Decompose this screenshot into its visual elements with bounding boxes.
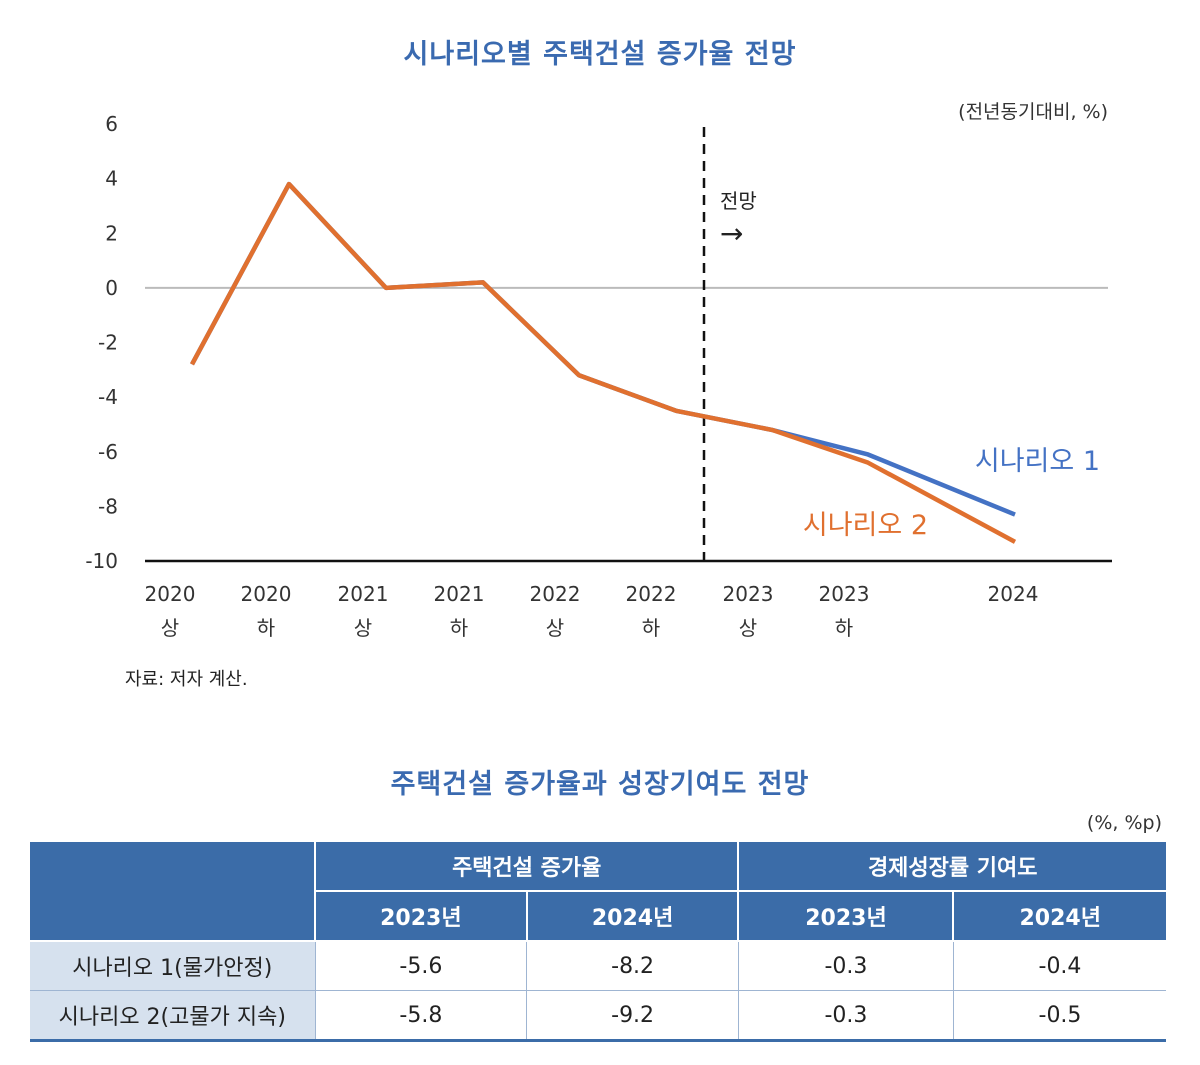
cell: -0.3 — [737, 990, 954, 1042]
cell: -9.2 — [526, 990, 739, 1042]
x-tick-label: 2022 — [530, 582, 581, 606]
x-tick-label: 하 — [257, 616, 275, 640]
header-year: 2024년 — [952, 891, 1166, 942]
x-tick-label: 2021 — [434, 582, 485, 606]
header-year: 2023년 — [737, 891, 955, 942]
x-tick-label: 2023 — [819, 582, 870, 606]
forecast-table: 주택건설 증가율 경제성장률 기여도 2023년 2024년 2023년 202… — [30, 842, 1166, 1042]
source-note: 자료: 저자 계산. — [125, 669, 248, 690]
x-tick-label: 2024 — [988, 582, 1039, 606]
cell: -8.2 — [526, 941, 739, 991]
header-group: 주택건설 증가율 — [313, 842, 740, 892]
header-year: 2023년 — [314, 891, 528, 942]
series-line-1 — [190, 181, 1016, 517]
chart-unit: (전년동기대비, %) — [958, 101, 1108, 123]
y-tick-label: 4 — [105, 167, 118, 191]
cell: -0.3 — [737, 941, 954, 991]
x-tick-label: 2020 — [145, 582, 196, 606]
x-tick-label: 하 — [450, 616, 468, 640]
y-tick-label: 2 — [105, 221, 118, 245]
chart-title: 시나리오별 주택건설 증가율 전망 — [403, 39, 797, 70]
x-tick-label: 상 — [354, 616, 372, 640]
forecast-arrow: → — [720, 217, 743, 250]
table-title: 주택건설 증가율과 성장기여도 전망 — [390, 769, 810, 800]
forecast-label: 전망 — [720, 189, 757, 213]
table-unit: (%, %p) — [1086, 812, 1162, 834]
line-chart: 6 4 2 0 -2 -4 -6 -8 -10 2020 상 2020 하 2021 상 2021 하 2022 상… — [85, 112, 1112, 640]
y-tick-label: 0 — [105, 276, 118, 300]
x-tick-label: 2021 — [338, 582, 389, 606]
x-tick-label: 상 — [546, 616, 564, 640]
x-tick-label: 하 — [642, 616, 660, 640]
header-year: 2024년 — [525, 891, 740, 942]
x-tick-label: 하 — [835, 616, 853, 640]
cell: -5.8 — [314, 990, 527, 1042]
header-group: 경제성장률 기여도 — [737, 842, 1166, 892]
series-label-1: 시나리오 1 — [975, 446, 1100, 477]
x-tick-label: 상 — [739, 616, 757, 640]
y-tick-label: -6 — [98, 440, 118, 464]
y-tick-label: -2 — [98, 331, 118, 355]
series-line-2 — [190, 181, 1017, 544]
y-tick-label: -10 — [85, 549, 118, 573]
series-label-2: 시나리오 2 — [803, 510, 928, 541]
x-tick-label: 2020 — [241, 582, 292, 606]
y-tick-label: -4 — [98, 385, 118, 409]
y-tick-label: 6 — [105, 112, 118, 136]
x-tick-label: 2022 — [626, 582, 677, 606]
row-label: 시나리오 1(물가안정) — [30, 941, 315, 991]
y-tick-label: -8 — [98, 494, 118, 518]
row-label: 시나리오 2(고물가 지속) — [30, 990, 315, 1042]
table-row: 시나리오 1(물가안정) -5.6 -8.2 -0.3 -0.4 — [30, 941, 1166, 991]
x-tick-label: 2023 — [723, 582, 774, 606]
header-blank — [30, 842, 316, 942]
table-row: 시나리오 2(고물가 지속) -5.8 -9.2 -0.3 -0.5 — [30, 990, 1166, 1042]
cell: -0.4 — [952, 941, 1166, 991]
x-tick-label: 상 — [161, 616, 179, 640]
cell: -0.5 — [952, 990, 1166, 1042]
cell: -5.6 — [314, 941, 527, 991]
